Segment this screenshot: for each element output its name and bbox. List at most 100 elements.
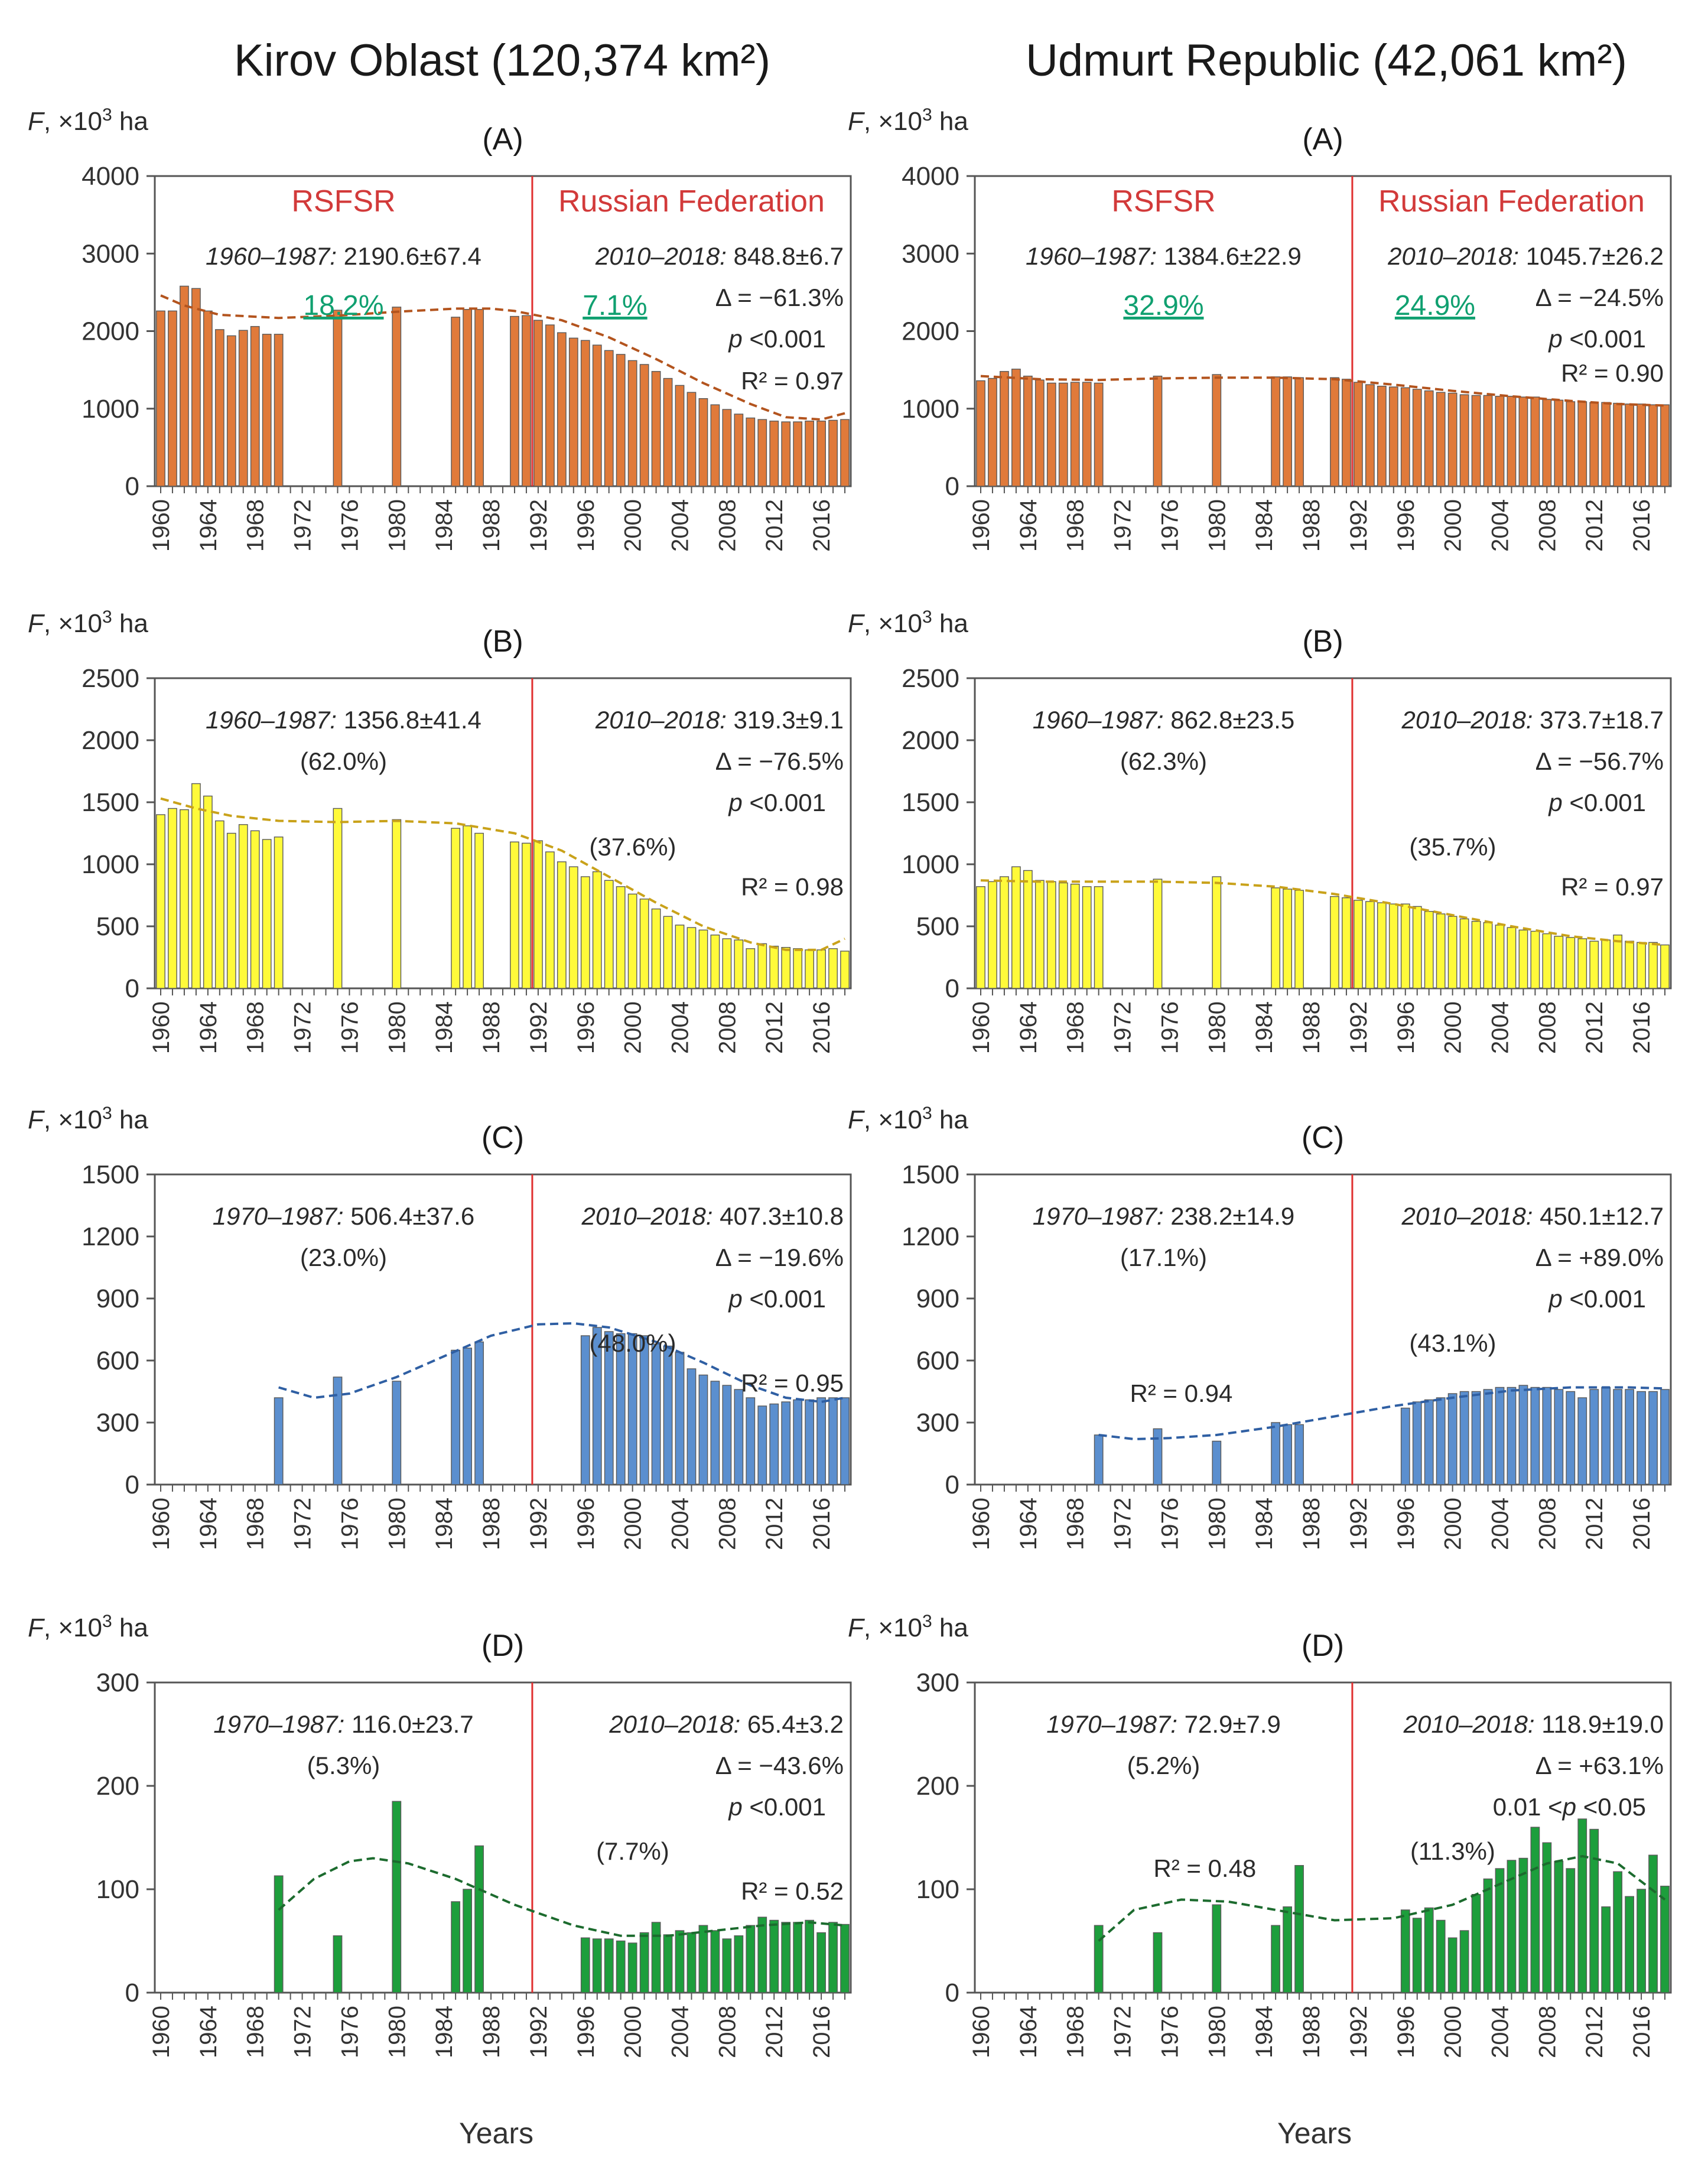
panel-label: (C)	[482, 1121, 524, 1155]
right-period-stat: 2010–2018: 373.7±18.7	[1401, 706, 1664, 734]
bar-2013	[1601, 402, 1611, 487]
left-share-pct: (23.0%)	[300, 1244, 387, 1271]
bar-1969	[1082, 886, 1092, 989]
x-tick-label: 2012	[762, 1498, 788, 1550]
bar-1980	[1212, 374, 1222, 487]
chart-panel-kirov-C: F, ×103 ha (C) 0 300 600 900 1200 1500 1960 1964 1…	[28, 1104, 852, 1550]
bar-1975	[333, 808, 343, 989]
bar-2007	[710, 404, 720, 487]
bar-2018	[1660, 404, 1670, 487]
chart-panel-udmurt-C: F, ×103 ha (C) 0 300 600 900 1200 1500 1960 1964 1…	[848, 1104, 1672, 1550]
bar-1985	[451, 1901, 461, 1993]
trend-line	[980, 375, 1665, 407]
bar-1980	[392, 1801, 402, 1993]
bar-2003	[663, 1934, 673, 1993]
right-share-pct: (11.3%)	[1410, 1837, 1495, 1865]
bar-2015	[805, 1399, 815, 1485]
x-tick-label: 2016	[809, 2006, 835, 2058]
x-axis-title-left: Years	[459, 2117, 533, 2150]
bar-1962	[1000, 876, 1009, 989]
x-tick-label: 1972	[1110, 1001, 1136, 1054]
y-tick-label: 2000	[902, 317, 959, 346]
bar-2010	[1566, 1391, 1576, 1485]
y-tick-label: 600	[96, 1346, 139, 1375]
x-tick-label: 1976	[337, 499, 363, 552]
bar-1996	[580, 876, 590, 989]
bar-1975	[1153, 878, 1163, 989]
bar-1996	[580, 1937, 590, 1993]
bar-1963	[1011, 866, 1021, 989]
bar-2001	[639, 1932, 649, 1993]
y-tick-label: 0	[945, 974, 959, 1003]
x-tick-label: 1996	[573, 2006, 599, 2058]
bar-1993	[1365, 384, 1375, 487]
x-tick-label: 1972	[290, 2006, 316, 2058]
bar-2000	[1447, 1937, 1458, 1993]
bar-1991	[1342, 897, 1351, 989]
bar-2010	[1566, 1868, 1576, 1993]
bar-1990	[1330, 377, 1339, 487]
x-tick-label: 1988	[479, 1001, 505, 1054]
bar-1970	[1094, 886, 1104, 989]
bar-1991	[522, 315, 531, 487]
trend-line	[160, 294, 845, 421]
bar-2007	[1530, 930, 1540, 989]
bar-1980	[392, 1381, 402, 1485]
y-tick-label: 0	[125, 472, 139, 501]
y-unit-label: F, ×103 ha	[848, 105, 968, 136]
x-tick-label: 1972	[290, 1498, 316, 1550]
bar-1968	[250, 326, 260, 487]
x-tick-label: 1976	[1157, 1498, 1183, 1550]
bar-1999	[1436, 1397, 1446, 1485]
x-tick-label: 1988	[1299, 1498, 1325, 1550]
y-unit-label: F, ×103 ha	[848, 607, 968, 638]
x-tick-label: 2008	[1534, 1498, 1560, 1550]
bar-2012	[1589, 402, 1599, 487]
bar-1967	[238, 330, 248, 487]
bar-2005	[1507, 1387, 1517, 1485]
y-tick-label: 1200	[902, 1222, 959, 1251]
bar-1969	[262, 334, 272, 487]
bar-1997	[1412, 1918, 1422, 1993]
y-tick-label: 3000	[82, 239, 139, 268]
bar-2005	[687, 927, 697, 989]
bar-2006	[698, 1374, 708, 1485]
bar-2017	[1648, 1854, 1658, 1993]
bar-1996	[1400, 387, 1410, 487]
bar-1998	[604, 350, 614, 487]
x-tick-label: 1960	[148, 499, 174, 552]
bar-1987	[1294, 890, 1304, 989]
right-period-stat: 2010–2018: 1045.7±26.2	[1387, 242, 1664, 270]
r-squared: R² = 0.94	[1130, 1379, 1232, 1407]
x-tick-label: 1988	[1299, 499, 1325, 552]
bar-2014	[793, 948, 803, 989]
x-tick-label: 1960	[148, 1001, 174, 1054]
bar-2002	[1471, 920, 1481, 989]
bar-2017	[1648, 404, 1658, 487]
bar-2012	[1589, 1828, 1599, 1993]
y-tick-label: 300	[916, 1408, 959, 1437]
x-tick-label: 1992	[1346, 1498, 1372, 1550]
bar-2007	[1530, 396, 1540, 487]
left-share-pct: (62.0%)	[300, 747, 387, 775]
x-tick-label: 1988	[479, 1498, 505, 1550]
bar-1962	[180, 809, 189, 989]
bar-2011	[757, 1405, 767, 1485]
panel-label: (A)	[482, 122, 523, 157]
x-tick-label: 1976	[1157, 499, 1183, 552]
bar-1985	[451, 317, 461, 487]
bar-2008	[1542, 1842, 1552, 1993]
bar-2002	[1471, 395, 1481, 487]
trend-line	[278, 1322, 845, 1404]
x-tick-label: 1976	[337, 1001, 363, 1054]
bar-2000	[1447, 916, 1458, 989]
bar-2015	[1625, 1896, 1635, 1993]
bar-2017	[1648, 1391, 1658, 1485]
bar-1968	[250, 830, 260, 989]
bar-1960	[976, 886, 985, 989]
x-tick-label: 1980	[1204, 499, 1230, 552]
y-tick-label: 4000	[82, 162, 139, 191]
panel-label: (C)	[1302, 1121, 1344, 1155]
bar-1997	[592, 344, 602, 487]
right-share-pct: (43.1%)	[1409, 1329, 1496, 1357]
